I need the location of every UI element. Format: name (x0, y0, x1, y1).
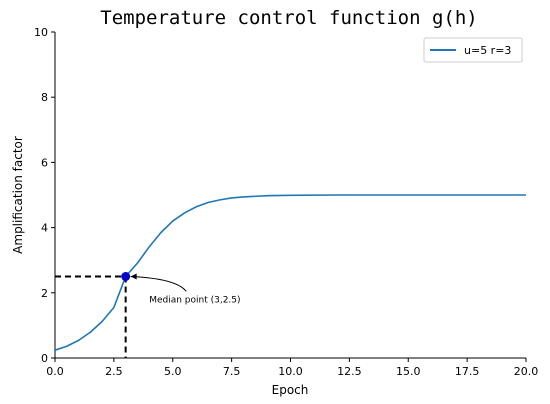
series-lines (54, 194, 526, 351)
y-tick-label: 6 (41, 156, 48, 169)
x-axis-ticks: 0.0 2.5 5.0 7.5 10.0 12.5 15.0 17.5 20.0 (46, 358, 538, 378)
x-axis-label: Epoch (272, 383, 309, 397)
x-tick-label: 5.0 (164, 365, 182, 378)
x-tick-label: 7.5 (223, 365, 241, 378)
y-tick-label: 10 (34, 26, 48, 39)
annotation-text: Median point (3,2.5) (149, 295, 240, 305)
x-tick-label: 20.0 (514, 365, 539, 378)
median-reference-lines (55, 275, 127, 358)
legend-label: u=5 r=3 (464, 44, 511, 57)
legend-box (423, 37, 523, 63)
median-point-marker (121, 272, 131, 281)
annotation: Median point (3,2.5) (121, 272, 241, 305)
x-tick-label: 0.0 (46, 365, 64, 378)
x-tick-label: 2.5 (105, 365, 123, 378)
y-tick-label: 4 (41, 222, 48, 235)
series-line (54, 194, 526, 351)
x-tick-label: 12.5 (337, 365, 362, 378)
y-tick-label: 0 (41, 352, 48, 365)
y-tick-label: 8 (41, 91, 48, 104)
annotation-arrow (130, 276, 187, 292)
x-tick-label: 17.5 (455, 365, 480, 378)
chart-title: Temperature control function g(h) (100, 7, 478, 29)
legend: u=5 r=3 (423, 37, 523, 63)
y-axis-label: Amplification factor (11, 136, 25, 254)
y-axis-ticks: 0 2 4 6 8 10 (34, 26, 55, 365)
y-tick-label: 2 (41, 287, 48, 300)
x-tick-label: 15.0 (396, 365, 421, 378)
x-tick-label: 10.0 (278, 365, 303, 378)
annotation-arrowhead (130, 273, 137, 280)
